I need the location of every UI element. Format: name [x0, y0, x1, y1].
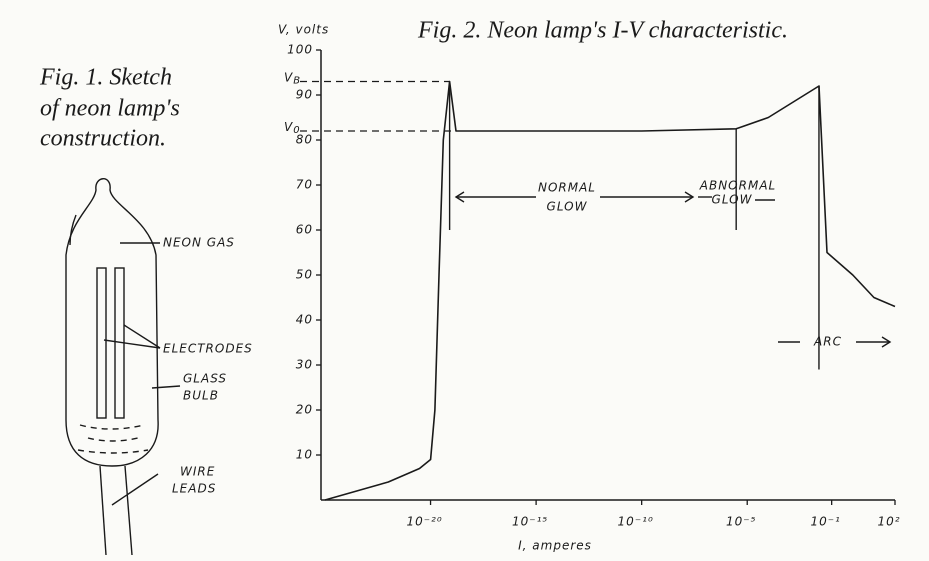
leader	[111, 473, 159, 506]
y-tick-label: 40	[296, 313, 313, 327]
leader	[103, 339, 161, 349]
y-tick-label: 100	[287, 43, 313, 57]
sketch-label: BULB	[183, 389, 219, 403]
region-label: ABNORMAL	[699, 179, 776, 193]
x-tick-label: 10⁻²⁰	[406, 515, 442, 529]
annotation-label: VB	[284, 70, 301, 87]
y-tick-label: 90	[296, 88, 313, 102]
arrow-head	[454, 191, 465, 203]
base-hatch	[77, 424, 149, 454]
sketch-label: GLASS	[183, 372, 227, 386]
leader	[151, 385, 181, 389]
x-tick-label: 10⁻¹	[810, 515, 840, 529]
y-tick-label: 30	[296, 358, 313, 372]
x-tick-label: 10⁻⁵	[726, 515, 756, 529]
arrow-head	[684, 191, 695, 203]
y-tick-label: 70	[296, 178, 313, 192]
y-tick-label: 20	[296, 403, 313, 417]
region-label: ARC	[813, 335, 842, 349]
sketch-label: LEADS	[172, 482, 216, 496]
electrode	[96, 267, 107, 419]
annotation-text: V	[284, 120, 293, 134]
caption-line: construction.	[40, 126, 166, 152]
arrow-head	[881, 336, 892, 348]
y-tick-label: 50	[296, 268, 313, 282]
y-tick-label: 10	[296, 448, 313, 462]
chart-title: Fig. 2. Neon lamp's I-V characteristic.	[417, 18, 788, 44]
x-axis-label: I, amperes	[518, 539, 592, 553]
sketch-label: ELECTRODES	[163, 342, 253, 356]
caption-line: Fig. 1. Sketch	[39, 65, 172, 91]
region-label: GLOW	[547, 200, 588, 214]
y-axis-label: V, volts	[278, 23, 329, 37]
sketch-label: WIRE	[180, 465, 215, 479]
region-label: GLOW	[712, 193, 753, 207]
annotation-subscript: B	[293, 76, 301, 87]
annotation-label: V0	[284, 120, 301, 137]
y-tick-label: 80	[296, 133, 313, 147]
lamp-sketch	[65, 178, 181, 556]
x-tick-label: 10²	[877, 515, 900, 529]
sketch-label: NEON GAS	[163, 236, 235, 250]
annotation-subscript: 0	[293, 125, 300, 136]
leader	[123, 324, 161, 349]
region-arrows	[454, 191, 892, 348]
x-tick-label: 10⁻¹⁰	[618, 515, 654, 529]
y-tick-label: 60	[296, 223, 313, 237]
region-label: NORMAL	[538, 181, 596, 195]
wire-lead	[99, 465, 107, 556]
highlight	[69, 214, 77, 246]
annotation-text: V	[284, 70, 293, 84]
glass-bulb	[65, 178, 159, 467]
x-tick-label: 10⁻¹⁵	[512, 515, 548, 529]
caption-line: of neon lamp's	[40, 96, 180, 122]
iv-curve	[324, 80, 896, 501]
wire-lead	[124, 465, 133, 556]
